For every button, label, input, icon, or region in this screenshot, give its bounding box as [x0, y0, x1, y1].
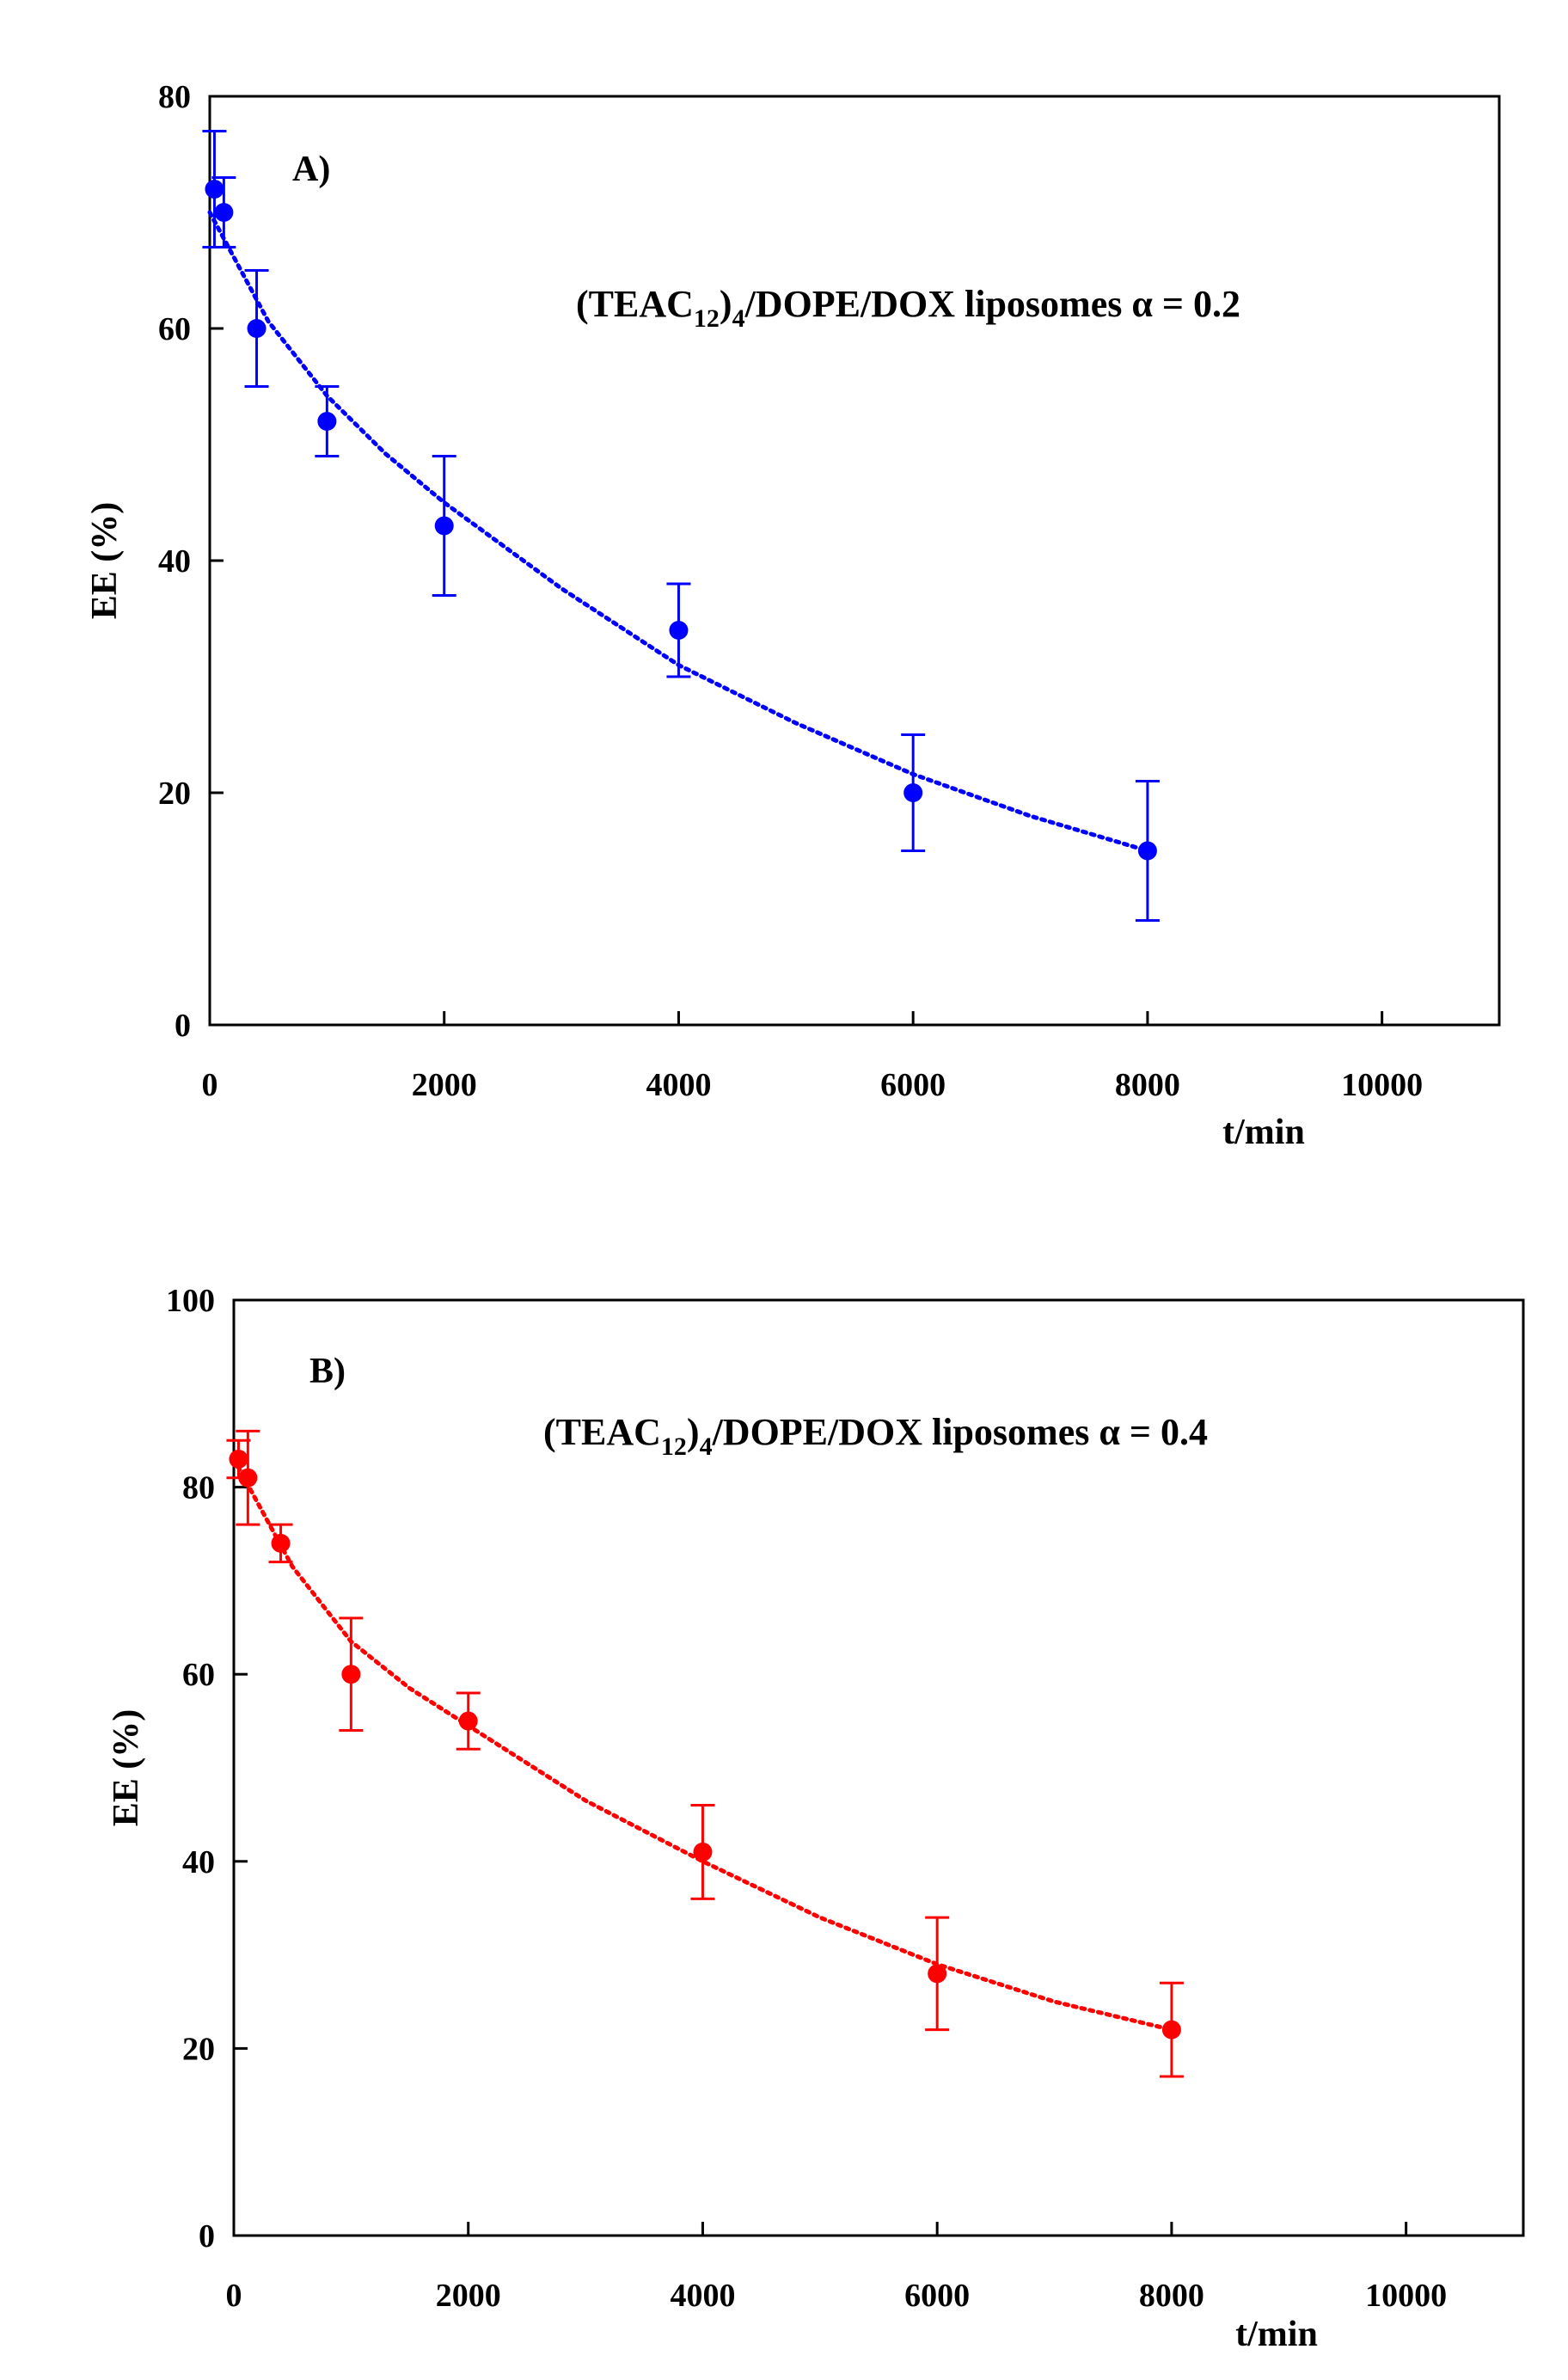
y-axis-label: EE (%): [85, 502, 125, 620]
x-axis-label: t/min: [1235, 2315, 1318, 2354]
fit-curve: [231, 1457, 1174, 2033]
fit-curve: [207, 210, 1150, 853]
data-point: [229, 1449, 248, 1469]
x-tick-label: 8000: [1139, 2278, 1204, 2314]
data-point: [1161, 2020, 1181, 2040]
panel-label: B): [309, 1352, 346, 1391]
plot-frame: [232, 1298, 1525, 2237]
x-tick-label: 2000: [412, 1067, 477, 1103]
data-point: [1137, 841, 1157, 861]
y-tick-label: 40: [158, 543, 191, 580]
y-tick-label: 20: [158, 776, 191, 812]
panel-a: 0 2000 4000 6000 8000 10000 0 20 40 60 80 t/min EE (…: [85, 79, 1501, 1152]
x-tick-label: 0: [226, 2278, 242, 2314]
y-axis-label: EE (%): [107, 1709, 146, 1827]
data-point: [669, 621, 689, 640]
data-point: [341, 1665, 361, 1684]
x-tick-label: 4000: [646, 1067, 711, 1103]
data-point: [434, 516, 454, 536]
y-tick-label: 60: [182, 1657, 215, 1693]
data-point: [903, 783, 923, 802]
data-point: [458, 1711, 478, 1731]
panel-label: A): [292, 150, 330, 189]
x-tick-label: 10000: [1341, 1067, 1423, 1103]
chart-annotation: (TEAC12)4/DOPE/DOX liposomes α = 0.2: [576, 283, 1240, 333]
data-point: [247, 319, 266, 338]
y-tick-label: 40: [182, 1844, 215, 1880]
y-tick-label: 0: [175, 1008, 191, 1044]
chart-annotation: (TEAC12)4/DOPE/DOX liposomes α = 0.4: [543, 1411, 1208, 1461]
x-tick-label: 4000: [670, 2278, 735, 2314]
y-tick-label: 60: [158, 311, 191, 347]
data-point: [693, 1842, 713, 1862]
x-axis-label: t/min: [1222, 1113, 1305, 1152]
x-tick-label: 10000: [1365, 2278, 1447, 2314]
y-tick-label: 100: [166, 1283, 215, 1319]
y-tick-label: 80: [182, 1470, 215, 1506]
x-tick-label: 2000: [436, 2278, 501, 2314]
x-tick-label: 6000: [904, 2278, 970, 2314]
data-point: [214, 203, 234, 222]
data-point: [271, 1533, 291, 1553]
x-tick-label: 0: [202, 1067, 218, 1103]
data-point: [317, 412, 337, 431]
data-point: [238, 1468, 258, 1488]
y-tick-label: 80: [158, 79, 191, 115]
panel-b: 0 2000 4000 6000 8000 10000 0 20 40 60 80 100 t/min E…: [107, 1283, 1525, 2354]
data-point: [928, 1964, 947, 1984]
data-point: [205, 180, 224, 199]
y-tick-label: 0: [199, 2218, 215, 2254]
y-tick-label: 20: [182, 2031, 215, 2067]
x-tick-label: 6000: [880, 1067, 946, 1103]
plot-frame: [208, 95, 1501, 1027]
x-tick-label: 8000: [1115, 1067, 1180, 1103]
